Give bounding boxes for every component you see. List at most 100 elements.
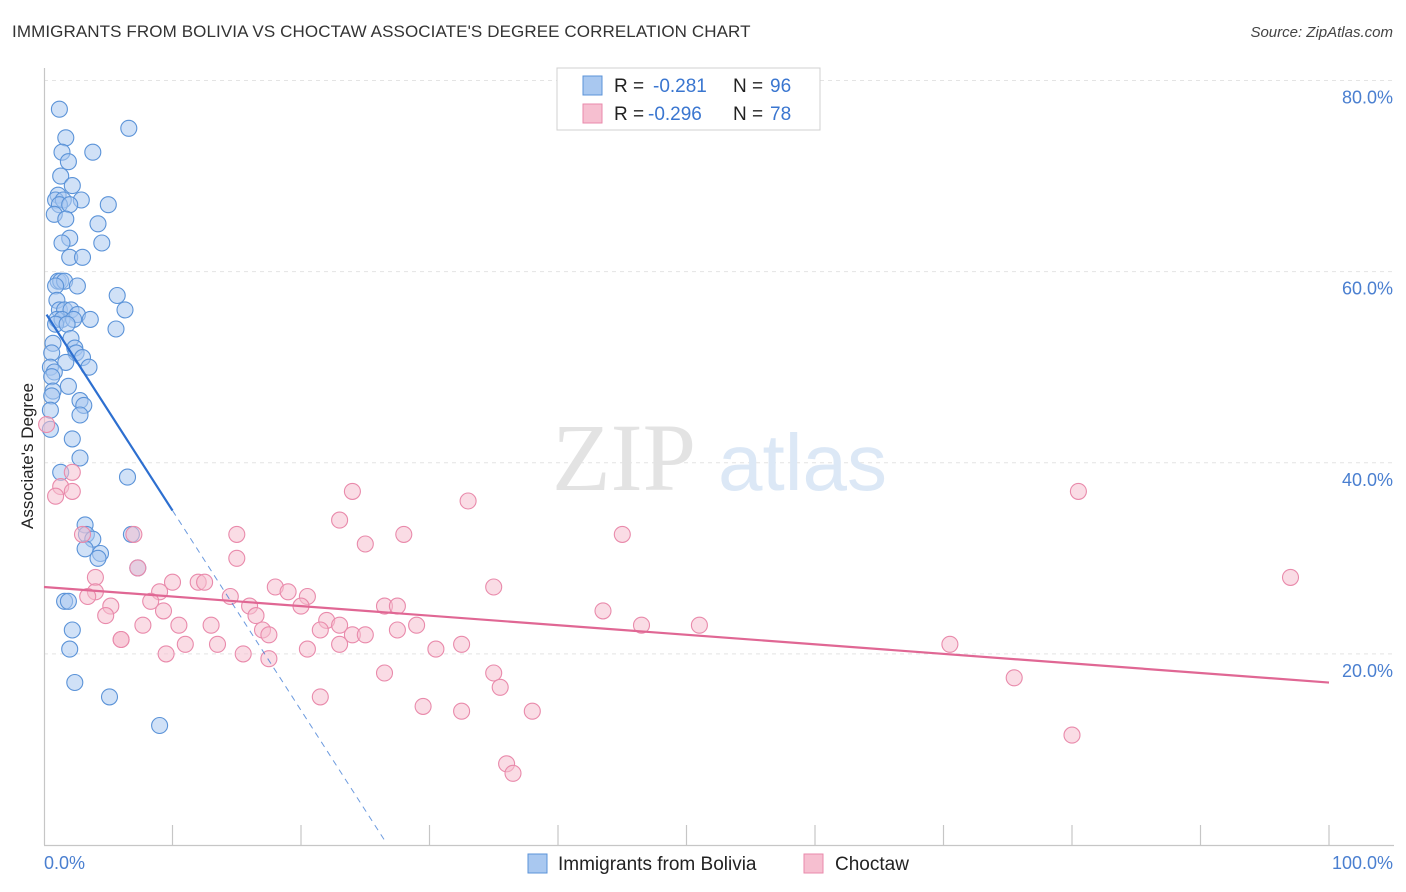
- trend-line-bolivia: [45, 314, 174, 512]
- choctaw-point-56: [208, 635, 227, 653]
- choctaw-point-49: [311, 621, 329, 639]
- choctaw-point-47: [690, 616, 708, 634]
- y-tick-label-80: 80.0%: [1342, 88, 1393, 108]
- bolivia-point-61: [63, 430, 81, 448]
- choctaw-point-18: [1281, 568, 1300, 586]
- watermark-atlas: atlas: [718, 418, 887, 507]
- choctaw-point-0: [38, 415, 56, 434]
- choctaw-point-3: [63, 482, 81, 500]
- choctaw-point-45: [202, 616, 220, 634]
- choctaw-point-71: [414, 697, 432, 715]
- bolivia-point-62: [71, 449, 89, 467]
- bolivia-point-76: [61, 640, 79, 658]
- choctaw-point-9: [228, 525, 246, 543]
- bolivia-point-27: [68, 277, 86, 295]
- bolivia-point-58: [41, 401, 59, 419]
- legend-r-value-2: -0.296: [648, 104, 702, 125]
- chart-source: Source: ZipAtlas.com: [1250, 24, 1393, 41]
- series-legend: Immigrants from Bolivia Choctaw: [527, 853, 909, 875]
- bottom-legend-label-choctaw[interactable]: Choctaw: [835, 854, 909, 875]
- choctaw-point-37: [154, 602, 173, 620]
- bolivia-point-22: [73, 248, 92, 266]
- choctaw-point-46: [632, 616, 651, 634]
- bolivia-point-17: [89, 215, 107, 233]
- choctaw-point-57: [176, 635, 194, 653]
- choctaw-point-14: [356, 535, 374, 553]
- legend-r-value-1: -0.281: [653, 76, 707, 97]
- choctaw-point-51: [356, 626, 374, 644]
- choctaw-point-28: [79, 587, 97, 606]
- choctaw-point-64: [157, 645, 175, 663]
- trend-line-bolivia-extension: [172, 510, 385, 841]
- choctaw-point-68: [1005, 669, 1023, 687]
- choctaw-point-36: [594, 602, 612, 620]
- legend-r-label-1: R =: [614, 76, 644, 97]
- choctaw-point-72: [453, 702, 471, 720]
- choctaw-point-67: [485, 664, 503, 682]
- choctaw-point-53: [260, 626, 278, 644]
- y-tick-label-20: 20.0%: [1342, 661, 1393, 681]
- bolivia-point-41: [107, 320, 125, 338]
- gridlines: [44, 80, 1394, 655]
- choctaw-point-6: [459, 492, 477, 510]
- choctaw-point-44: [170, 616, 188, 634]
- choctaw-point-1: [63, 463, 81, 481]
- choctaw-point-11: [613, 525, 631, 543]
- choctaw-point-16: [129, 559, 147, 577]
- bolivia-point-0: [50, 100, 68, 118]
- bolivia-point-28: [108, 286, 126, 305]
- legend-n-value-1: 96: [770, 76, 791, 97]
- choctaw-point-24: [279, 583, 297, 601]
- legend-n-value-2: 78: [770, 104, 791, 125]
- watermark-zip: ZIP: [552, 404, 696, 511]
- series-bolivia-points: [41, 100, 169, 735]
- bolivia-point-14: [99, 196, 117, 214]
- bottom-legend-swatch-choctaw[interactable]: [803, 853, 824, 874]
- watermark: ZIP atlas: [552, 404, 887, 511]
- choctaw-point-58: [331, 635, 349, 653]
- legend-r-label-2: R =: [614, 104, 644, 125]
- legend-swatch-bolivia: [582, 75, 603, 96]
- bolivia-point-55: [43, 387, 61, 405]
- choctaw-point-35: [388, 597, 406, 615]
- bolivia-point-1: [120, 119, 138, 137]
- choctaw-point-8: [331, 511, 349, 529]
- choctaw-point-74: [1063, 726, 1081, 744]
- x-tick-label-max: 100.0%: [1332, 853, 1393, 873]
- bolivia-point-3: [84, 143, 102, 161]
- y-tick-label-60: 60.0%: [1342, 279, 1393, 299]
- choctaw-point-4: [47, 487, 65, 505]
- bolivia-point-79: [151, 716, 169, 735]
- choctaw-point-17: [86, 568, 104, 586]
- bolivia-point-26: [47, 277, 65, 295]
- choctaw-point-7: [1069, 482, 1087, 500]
- bolivia-point-16: [57, 210, 75, 228]
- choctaw-point-76: [504, 764, 522, 782]
- choctaw-point-66: [375, 664, 394, 682]
- y-tick-label-40: 40.0%: [1342, 470, 1393, 490]
- bottom-legend-swatch-bolivia[interactable]: [527, 853, 548, 874]
- choctaw-point-38: [97, 607, 115, 625]
- choctaw-point-5: [343, 482, 361, 500]
- legend-n-label-2: N =: [733, 104, 763, 125]
- choctaw-point-60: [941, 635, 959, 653]
- bolivia-point-19: [53, 234, 71, 252]
- bolivia-point-7: [63, 177, 81, 195]
- bolivia-point-6: [52, 167, 70, 185]
- x-tick-label-min: 0.0%: [44, 853, 85, 873]
- bolivia-point-77: [66, 673, 84, 692]
- bolivia-point-38: [81, 310, 99, 328]
- choctaw-point-55: [112, 630, 130, 649]
- bolivia-point-52: [43, 368, 61, 386]
- choctaw-point-15: [228, 549, 246, 567]
- choctaw-point-69: [491, 678, 509, 696]
- bottom-legend-label-bolivia[interactable]: Immigrants from Bolivia: [558, 854, 757, 875]
- legend-swatch-choctaw: [582, 103, 603, 124]
- series-choctaw-points: [38, 415, 1300, 782]
- choctaw-point-43: [134, 616, 152, 634]
- choctaw-point-19: [163, 573, 182, 591]
- bolivia-point-75: [63, 621, 81, 639]
- choctaw-point-73: [523, 702, 541, 720]
- choctaw-point-30: [142, 592, 160, 610]
